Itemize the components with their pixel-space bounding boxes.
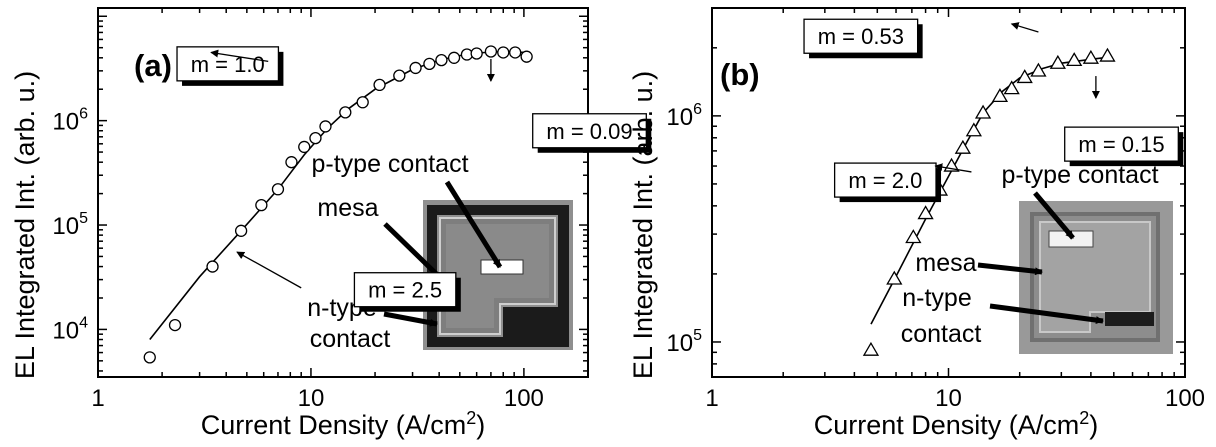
data-point-a: [423, 57, 436, 71]
y-axis-title-b: EL Integrated Int. (arb. u.): [628, 71, 658, 379]
data-point-b: [862, 341, 880, 356]
panel-a: EL Integrated Int. (arb. u.) Current Den…: [10, 7, 652, 440]
data-point-b: [954, 139, 971, 154]
data-point-a: [271, 183, 285, 196]
data-point-a: [435, 53, 448, 67]
inset-arrow-n-contact-a: [383, 311, 438, 327]
data-point-a: [447, 51, 461, 64]
slope-label-a: m = 0.09: [546, 119, 632, 144]
data-point-a: [393, 69, 406, 82]
data-point-b: [917, 205, 934, 220]
data-point-b: [886, 270, 903, 285]
x-axis-title-b-sup: 2: [1079, 408, 1089, 428]
annotation-box-b: [833, 162, 937, 198]
inset-arrow-n-contact-b: [989, 303, 1104, 325]
x-tick-label-a: 10: [298, 385, 325, 412]
x-tick-label-a: 1: [91, 385, 104, 412]
tick-labels-b: 1 10 100 105 106: [666, 101, 1205, 412]
data-point-b: [1066, 52, 1083, 67]
slope-label-a: m = 1.0: [191, 52, 265, 77]
data-point-a: [509, 46, 522, 59]
slope-annotations-a: m = 1.0 m = 0.09 m = 2.5: [176, 46, 652, 312]
inset-label-n-contact-line2-b: contact: [901, 320, 982, 348]
device-photo-inset-b: [1019, 201, 1173, 354]
x-tick-label-b: 1: [705, 385, 718, 412]
data-point-a: [206, 260, 219, 273]
data-point-b: [1049, 54, 1066, 69]
slope-label-a: m = 2.5: [368, 278, 442, 303]
data-point-b: [1082, 49, 1100, 64]
panel-label-a: (a): [134, 48, 172, 83]
x-axis-title-a: Current Density (A/cm2): [201, 408, 486, 440]
data-point-a: [309, 131, 322, 145]
y-tick-label-b: 105: [666, 327, 702, 357]
x-tick-label-a: 100: [504, 385, 544, 412]
panel-label-b: (b): [720, 57, 760, 92]
device-photo-inset-a: [423, 200, 573, 350]
annotation-box-b: [803, 18, 919, 54]
y-axis-title-a: EL Integrated Int. (arb. u.): [10, 71, 40, 379]
slope-arrow-a: [210, 49, 269, 62]
data-point-b: [1099, 47, 1116, 62]
y-tick-label-a: 106: [52, 106, 88, 136]
data-point-a: [143, 351, 156, 364]
annotation-box-b: [1064, 126, 1179, 162]
x-tick-label-b: 100: [1165, 385, 1205, 412]
y-tick-label-a: 104: [52, 314, 88, 344]
slope-label-b: m = 0.15: [1078, 132, 1164, 157]
data-point-b: [974, 104, 992, 119]
inset-label-n-contact-line2-a: contact: [310, 325, 391, 353]
data-point-a: [339, 106, 352, 119]
slope-annotations-b: m = 0.53 m = 0.15 m = 2.0: [803, 18, 1184, 203]
axis-ticks-b: [711, 7, 1186, 378]
annotation-box-a: [353, 272, 457, 308]
tick-labels-a: 1 10 100 104 105 106: [52, 106, 544, 412]
plot-frame-a: [97, 7, 589, 378]
inset-arrow-mesa-b: [977, 262, 1043, 276]
slope-arrow-b: [1010, 22, 1039, 33]
data-point-a: [409, 61, 422, 75]
data-point-a: [234, 224, 248, 237]
inset-label-p-contact-a: p-type contact: [311, 150, 468, 178]
y-tick-label-a: 105: [52, 210, 88, 240]
data-point-b: [991, 88, 1009, 103]
data-point-a: [356, 96, 369, 109]
data-point-a: [255, 199, 268, 212]
data-point-b: [1003, 80, 1020, 95]
data-point-a: [319, 120, 332, 133]
panel-b: EL Integrated Int. (arb. u.) Current Den…: [628, 7, 1205, 440]
annotation-box-a: [532, 113, 647, 149]
x-axis-title-b: Current Density (A/cm2): [814, 408, 1099, 440]
slope-label-b: m = 2.0: [848, 168, 922, 193]
data-point-a: [470, 47, 483, 60]
inset-label-n-contact-line1-b: n-type: [902, 284, 971, 312]
x-axis-title-a-sup: 2: [466, 408, 476, 428]
axis-ticks-a: [97, 7, 589, 378]
slope-arrow-a: [236, 251, 302, 289]
data-point-a: [168, 318, 182, 332]
annotation-box-a: [176, 46, 280, 82]
inset-label-mesa-a: mesa: [317, 194, 378, 222]
data-point-b: [905, 229, 922, 244]
data-point-a: [497, 46, 510, 59]
data-point-a: [484, 45, 498, 58]
slope-arrow-b: [934, 163, 972, 173]
data-point-a: [298, 140, 311, 154]
y-tick-label-b: 106: [666, 101, 702, 131]
slope-label-b: m = 0.53: [818, 24, 904, 49]
data-points-b: [862, 47, 1116, 356]
x-tick-label-b: 10: [935, 385, 962, 412]
data-point-a: [285, 156, 298, 169]
inset-label-mesa-b: mesa: [915, 249, 976, 277]
inset-arrow-p-contact-b: [1033, 191, 1075, 240]
data-point-a: [373, 78, 386, 92]
data-point-a: [520, 50, 533, 63]
data-points-a: [143, 45, 533, 364]
data-point-b: [1016, 69, 1033, 84]
inset-arrow-p-contact-a: [444, 180, 503, 269]
data-point-b: [1030, 62, 1047, 77]
data-point-b: [965, 122, 982, 137]
